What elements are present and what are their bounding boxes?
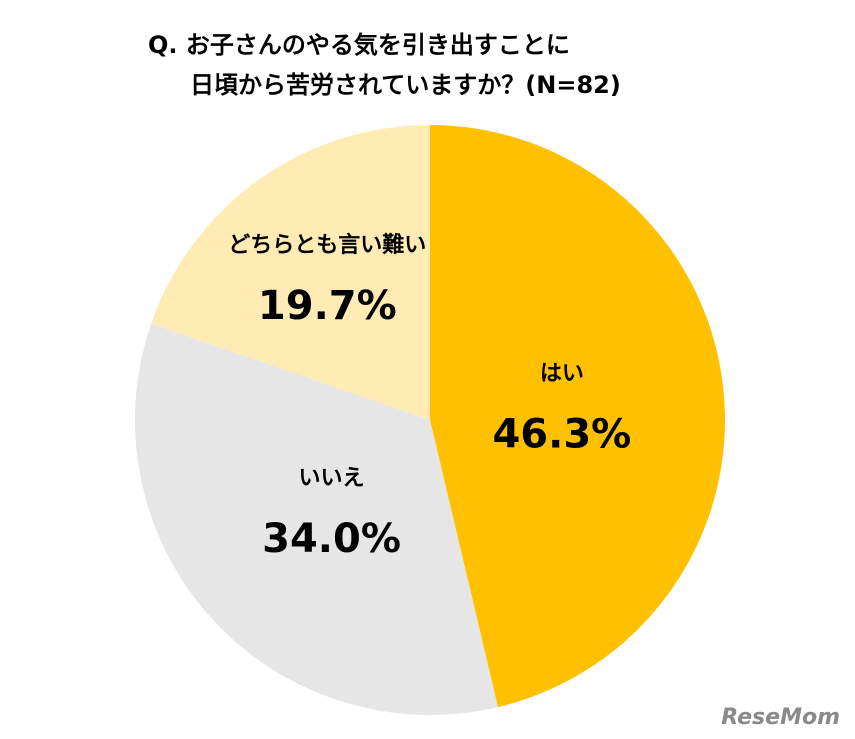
- watermark: ReseMom: [721, 705, 840, 730]
- slice-label: どちらとも言い難い: [228, 232, 426, 258]
- value-label: 34.0%: [262, 516, 401, 562]
- slice-label: はい: [540, 362, 584, 387]
- pie-slice: [430, 125, 726, 708]
- chart-title: 日頃から苦労されていますか？(N=82): [190, 71, 621, 99]
- chart-title: Q. お子さんのやる気を引き出すことに: [148, 31, 570, 59]
- slice-label: いいえ: [299, 466, 365, 491]
- value-label: 46.3%: [492, 412, 631, 458]
- pie-slice: [134, 323, 498, 716]
- value-label: 19.7%: [258, 283, 397, 329]
- pie-slice: [151, 125, 430, 420]
